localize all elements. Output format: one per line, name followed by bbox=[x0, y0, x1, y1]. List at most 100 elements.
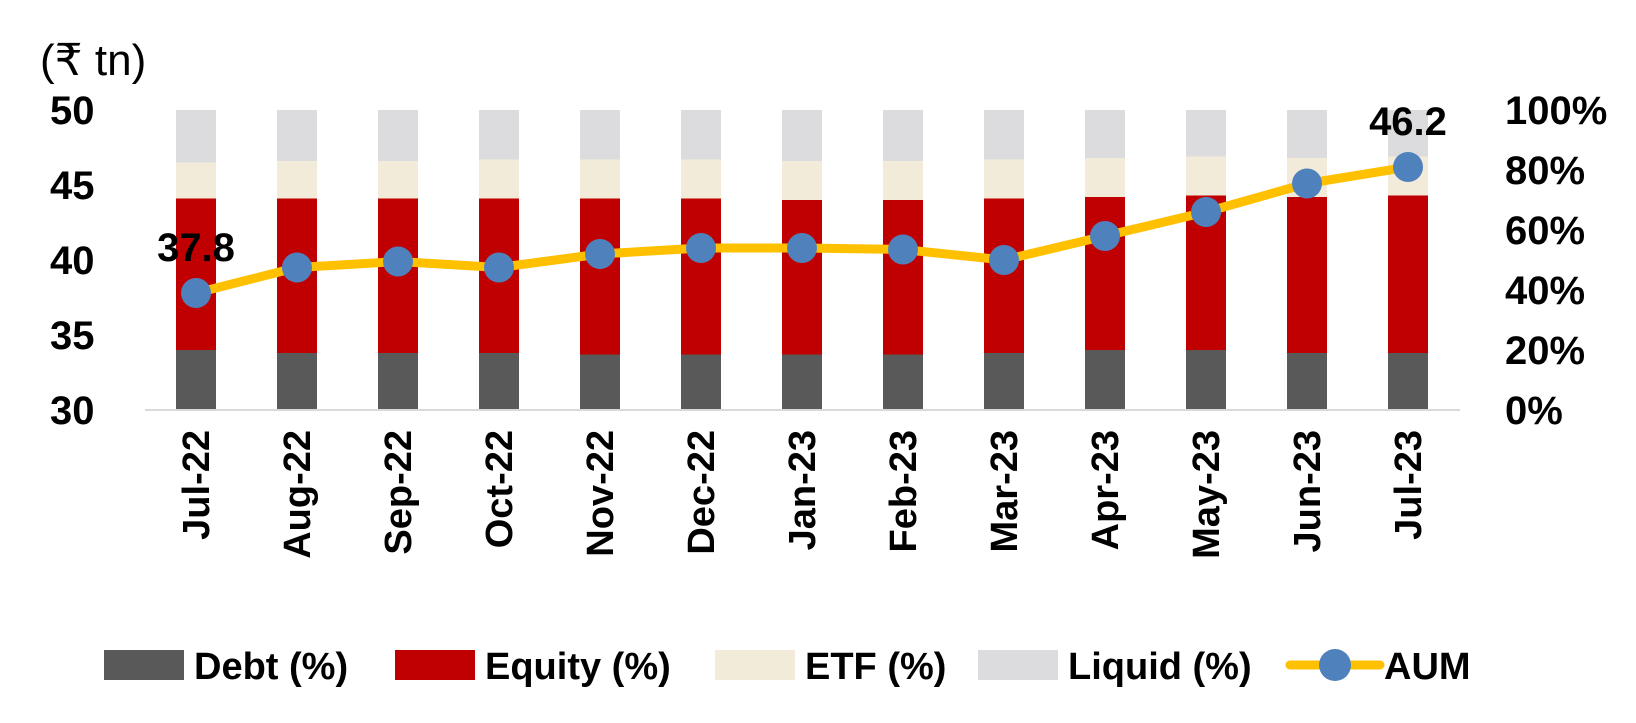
aum-point bbox=[585, 239, 615, 269]
left-tick-label: 45 bbox=[50, 164, 95, 208]
bar-debt bbox=[1287, 353, 1327, 410]
bar-debt bbox=[782, 354, 822, 410]
bar-liquid bbox=[378, 110, 418, 161]
bar-liquid bbox=[1085, 110, 1125, 158]
left-tick-label: 40 bbox=[50, 239, 95, 283]
x-tick-label: Jan-23 bbox=[782, 430, 824, 550]
bar-liquid bbox=[984, 110, 1024, 160]
data-label-layer: 37.8 46.2 bbox=[157, 100, 1447, 270]
left-tick-label: 30 bbox=[50, 389, 95, 433]
aum-point bbox=[686, 233, 716, 263]
aum-point bbox=[282, 252, 312, 283]
x-axis: Jul-22 Aug-22 Sep-22 Oct-22 Nov-22 Dec-22 Jan-… bbox=[176, 430, 1430, 559]
x-tick-label: Dec-22 bbox=[681, 430, 723, 555]
legend-swatch bbox=[395, 650, 475, 680]
bar-equity bbox=[1388, 195, 1428, 353]
aum-point bbox=[383, 246, 413, 277]
x-tick-label: May-23 bbox=[1186, 430, 1228, 559]
aum-point bbox=[1393, 152, 1423, 182]
aum-point bbox=[989, 245, 1019, 275]
aum-point bbox=[181, 278, 211, 308]
bar-equity bbox=[782, 200, 822, 355]
bar-debt bbox=[1085, 350, 1125, 410]
right-tick-label: 40% bbox=[1505, 269, 1585, 313]
right-axis: 100% 80% 60% 40% 20% 0% bbox=[1505, 89, 1607, 433]
bar-etf bbox=[1085, 158, 1125, 197]
bar-debt bbox=[277, 353, 317, 410]
aum-point bbox=[888, 234, 918, 265]
bar-etf bbox=[378, 161, 418, 199]
legend-label: AUM bbox=[1384, 646, 1471, 688]
bar-equity bbox=[984, 198, 1024, 353]
bar-etf bbox=[277, 161, 317, 199]
bar-equity bbox=[176, 198, 216, 350]
unit-label: (₹ tn) bbox=[40, 36, 146, 85]
right-tick-label: 60% bbox=[1505, 209, 1585, 253]
legend-label: Debt (%) bbox=[194, 646, 348, 688]
bar-etf bbox=[176, 162, 216, 199]
bar-liquid bbox=[1186, 110, 1226, 157]
bar-debt bbox=[1186, 350, 1226, 410]
bar-debt bbox=[883, 354, 923, 410]
right-tick-label: 20% bbox=[1505, 329, 1585, 373]
bar-etf bbox=[580, 159, 620, 199]
bar-debt bbox=[681, 354, 721, 410]
bar-equity bbox=[1287, 197, 1327, 353]
bar-liquid bbox=[883, 110, 923, 161]
left-tick-label: 50 bbox=[50, 89, 95, 133]
x-tick-label: Jun-23 bbox=[1287, 430, 1329, 552]
bar-equity bbox=[580, 198, 620, 355]
aum-point bbox=[1191, 197, 1221, 227]
x-tick-label: Nov-22 bbox=[580, 430, 622, 557]
legend-swatch bbox=[978, 650, 1058, 680]
bar-etf bbox=[681, 159, 721, 199]
aum-point bbox=[1292, 168, 1322, 199]
bar-debt bbox=[176, 350, 216, 410]
x-tick-label: Jul-22 bbox=[176, 430, 218, 540]
bar-liquid bbox=[1287, 110, 1327, 158]
aum-line-layer bbox=[181, 152, 1423, 308]
bar-liquid bbox=[277, 110, 317, 161]
bar-liquid bbox=[176, 110, 216, 163]
aum-point bbox=[484, 252, 514, 283]
legend-label: Liquid (%) bbox=[1068, 646, 1252, 688]
aum-point bbox=[1090, 221, 1120, 251]
legend-swatch bbox=[715, 650, 795, 680]
right-tick-label: 80% bbox=[1505, 149, 1585, 193]
x-tick-label: Mar-23 bbox=[984, 430, 1026, 553]
x-tick-label: Oct-22 bbox=[479, 430, 521, 548]
x-tick-label: Aug-22 bbox=[277, 430, 319, 559]
bar-liquid bbox=[1388, 110, 1428, 157]
bar-liquid bbox=[681, 110, 721, 160]
bar-equity bbox=[883, 200, 923, 355]
x-tick-label: Sep-22 bbox=[378, 430, 420, 555]
bar-debt bbox=[1388, 353, 1428, 410]
right-tick-label: 100% bbox=[1505, 89, 1607, 133]
legend: Debt (%) Equity (%) ETF (%) Liquid (%) AUM bbox=[104, 646, 1471, 688]
legend-marker bbox=[1319, 649, 1351, 681]
bar-layer bbox=[176, 110, 1428, 410]
bar-equity bbox=[681, 198, 721, 355]
bar-debt bbox=[984, 353, 1024, 410]
aum-point bbox=[787, 233, 817, 263]
bar-debt bbox=[378, 353, 418, 410]
bar-debt bbox=[580, 354, 620, 410]
bar-liquid bbox=[782, 110, 822, 161]
left-tick-label: 35 bbox=[50, 314, 95, 358]
x-tick-label: Jul-23 bbox=[1388, 430, 1430, 540]
aum-data-label: 37.8 bbox=[157, 226, 235, 270]
right-tick-label: 0% bbox=[1505, 389, 1563, 433]
x-tick-label: Apr-23 bbox=[1085, 430, 1127, 550]
bar-etf bbox=[782, 161, 822, 200]
legend-label: ETF (%) bbox=[805, 646, 946, 688]
bar-debt bbox=[479, 353, 519, 410]
bar-etf bbox=[984, 159, 1024, 199]
bar-etf bbox=[479, 159, 519, 199]
bar-liquid bbox=[580, 110, 620, 160]
bar-etf bbox=[1186, 156, 1226, 196]
legend-label: Equity (%) bbox=[485, 646, 671, 688]
bar-equity bbox=[1085, 197, 1125, 350]
bar-etf bbox=[883, 161, 923, 200]
